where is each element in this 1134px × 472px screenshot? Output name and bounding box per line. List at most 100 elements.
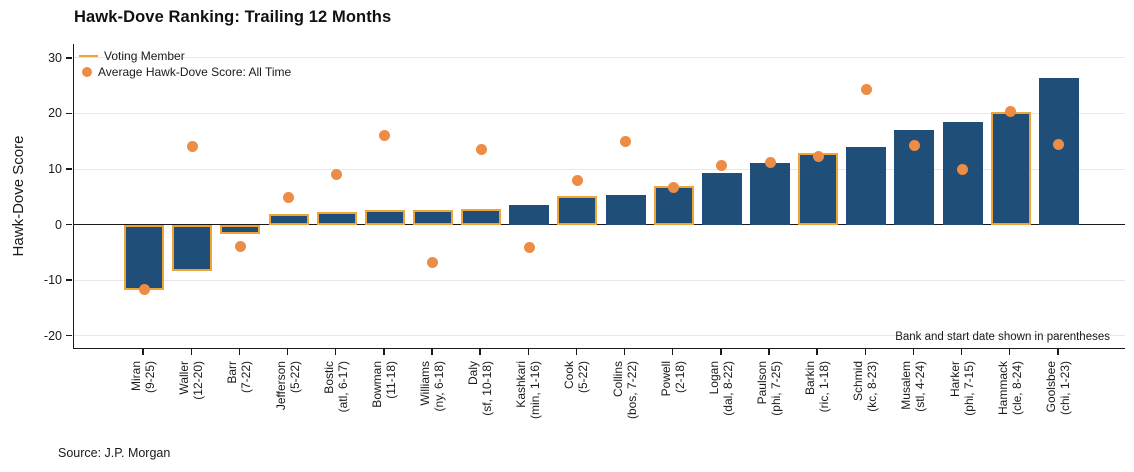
bar-paulson <box>750 163 791 225</box>
x-tick-label-name: Barkin <box>803 361 818 396</box>
bar-goolsbee <box>1038 77 1079 225</box>
avg-dot-hammack <box>1005 106 1017 118</box>
legend: Voting Member Average Hawk-Dove Score: A… <box>79 48 291 80</box>
y-tick-mark <box>66 57 72 59</box>
y-tick-label: -10 <box>43 273 62 288</box>
x-tick-label-name: Daly <box>466 361 481 386</box>
bar-williams <box>412 210 453 225</box>
x-tick-label-collins: Collins (bos, 7-22) <box>611 361 639 451</box>
gridline <box>74 112 1125 114</box>
x-tick-label-goolsbee: Goolsbee (chi, 1-23) <box>1044 361 1072 451</box>
bar-cook <box>557 196 598 225</box>
x-tick-label-schmid: Schmid (kc, 8-23) <box>851 361 879 451</box>
avg-dot-bostic <box>331 169 343 181</box>
x-tick-label-name: Hammack <box>995 361 1010 416</box>
chart-title: Hawk-Dove Ranking: Trailing 12 Months <box>74 8 392 26</box>
y-tick-label: 0 <box>55 217 62 232</box>
avg-dot-jefferson <box>283 192 295 204</box>
bar-collins <box>605 194 646 225</box>
x-tick-label-detail: (kc, 8-23) <box>865 361 880 412</box>
avg-dot-paulson <box>764 156 776 168</box>
x-tick-label-name: Bowman <box>369 361 384 408</box>
gridline <box>74 168 1125 170</box>
x-tick-label-detail: (sf, 10-18) <box>480 361 495 416</box>
x-tick-mark <box>912 348 915 355</box>
x-tick-mark <box>238 348 241 355</box>
x-tick-label-detail: (5-22) <box>576 361 591 394</box>
x-tick-label-name: Schmid <box>851 361 866 402</box>
y-tick-label: 20 <box>48 106 62 121</box>
x-tick-mark <box>864 348 867 355</box>
y-tick-mark <box>66 335 72 337</box>
x-tick-mark <box>190 348 192 355</box>
avg-dot-logan <box>716 160 728 172</box>
avg-dot-collins <box>620 135 632 147</box>
avg-dot-miran <box>138 284 150 296</box>
bar-jefferson <box>268 213 309 225</box>
average-dot-swatch-icon <box>82 67 92 77</box>
x-tick-mark <box>672 348 674 355</box>
avg-dot-cook <box>571 174 583 186</box>
avg-dot-barkin <box>812 151 824 163</box>
bar-schmid <box>846 146 887 225</box>
x-tick-label-miran: Miran (9-25) <box>129 361 157 451</box>
y-tick-mark <box>66 168 72 170</box>
gridline <box>74 57 1125 59</box>
gridline <box>74 279 1125 281</box>
bar-hammack <box>990 112 1031 225</box>
x-tick-label-name: Miran <box>129 361 144 392</box>
legend-item-voting-member: Voting Member <box>79 48 291 64</box>
x-tick-label-detail: (9-25) <box>143 361 158 394</box>
bar-barkin <box>798 152 839 225</box>
avg-dot-goolsbee <box>1053 139 1065 151</box>
x-tick-label-name: Musalem <box>899 361 914 410</box>
plot-note: Bank and start date shown in parentheses <box>895 331 1110 343</box>
x-tick-mark <box>768 348 770 355</box>
x-tick-mark <box>1009 348 1011 355</box>
x-tick-label-cook: Cook (5-22) <box>562 361 590 451</box>
x-tick-label-williams: Williams (ny, 6-18) <box>418 361 446 451</box>
y-tick-mark <box>66 112 72 115</box>
x-tick-label-detail: (11-18) <box>383 361 398 399</box>
avg-dot-williams <box>427 257 439 269</box>
gridline <box>74 335 1125 337</box>
x-tick-mark <box>1057 348 1059 355</box>
avg-dot-schmid <box>860 83 872 95</box>
x-tick-label-harker: Harker (phi, 7-15) <box>948 361 976 451</box>
y-axis-title: Hawk-Dove Score <box>10 135 27 257</box>
x-tick-label-name: Jefferson <box>273 361 288 411</box>
x-tick-label-detail: (2-18) <box>672 361 687 394</box>
x-tick-mark <box>575 348 578 355</box>
x-tick-label-name: Bostic <box>321 361 336 394</box>
y-tick-label: 30 <box>48 50 62 65</box>
x-tick-label-name: Collins <box>610 361 625 398</box>
x-tick-label-detail: (phi, 7-25) <box>769 361 784 416</box>
avg-dot-musalem <box>908 139 920 151</box>
x-tick-label-bostic: Bostic (atl, 6-17) <box>322 361 350 451</box>
y-tick-label: 10 <box>48 162 62 177</box>
y-tick-mark <box>66 223 72 226</box>
x-tick-mark <box>623 348 626 355</box>
x-tick-label-detail: (min, 1-16) <box>528 361 543 420</box>
x-tick-label-name: Paulson <box>755 361 770 405</box>
x-tick-label-detail: (cle, 8-24) <box>1009 361 1024 416</box>
x-tick-label-kashkari: Kashkari (min, 1-16) <box>514 361 542 451</box>
avg-dot-barr <box>234 240 246 252</box>
x-tick-label-powell: Powell (2-18) <box>659 361 687 451</box>
avg-dot-daly <box>475 143 487 155</box>
x-tick-label-detail: (ric, 1-18) <box>817 361 832 413</box>
x-tick-label-name: Harker <box>947 361 962 398</box>
bar-logan <box>701 173 742 225</box>
legend-item-average: Average Hawk-Dove Score: All Time <box>79 64 291 80</box>
x-tick-mark <box>479 348 481 355</box>
zero-axis-line <box>74 223 1125 226</box>
x-tick-label-detail: (5-22) <box>287 361 302 394</box>
x-tick-label-paulson: Paulson (phi, 7-25) <box>755 361 783 451</box>
x-tick-mark <box>960 348 963 355</box>
bar-kashkari <box>509 205 550 225</box>
x-tick-label-musalem: Musalem (stl, 4-24) <box>899 361 927 451</box>
x-tick-label-barkin: Barkin (ric, 1-18) <box>803 361 831 451</box>
bar-waller <box>172 224 213 271</box>
x-tick-label-detail: (bos, 7-22) <box>624 361 639 420</box>
